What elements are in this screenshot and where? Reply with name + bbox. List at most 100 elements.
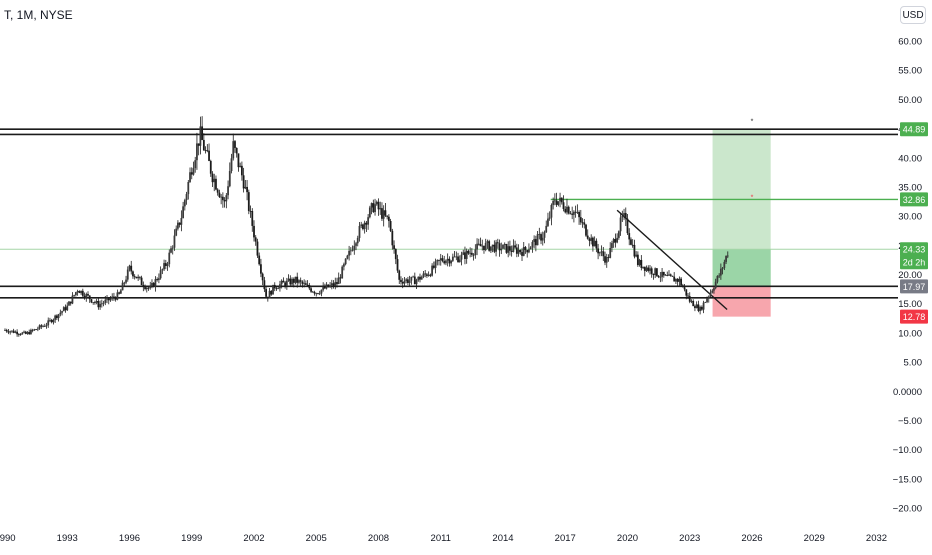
candle-up — [227, 186, 229, 196]
candle-down — [505, 243, 508, 253]
trendline[interactable] — [616, 209, 728, 311]
candle-down — [514, 245, 517, 248]
candle-up — [334, 282, 337, 286]
candle-down — [400, 279, 402, 282]
candle-down — [144, 287, 146, 290]
candle-up — [11, 330, 13, 332]
candle-up — [552, 200, 555, 205]
candle-down — [671, 275, 674, 277]
candle-down — [479, 244, 482, 247]
candle-up — [49, 319, 51, 321]
candle-up — [95, 300, 98, 303]
candle-down — [652, 273, 655, 275]
candle-up — [163, 263, 165, 270]
candle-down — [560, 197, 563, 203]
y-tick-label: 50.00 — [898, 95, 922, 106]
candle-up — [280, 280, 283, 285]
candle-up — [106, 297, 108, 300]
candle-down — [562, 202, 565, 209]
candle-up — [73, 294, 76, 296]
candle-down — [242, 175, 245, 189]
candle-down — [132, 271, 134, 277]
candle-up — [173, 235, 176, 248]
candle-down — [247, 192, 250, 211]
candle-down — [265, 289, 268, 297]
candle-up — [102, 302, 105, 304]
candle-up — [33, 329, 36, 331]
candle-down — [564, 208, 567, 213]
candle-down — [657, 275, 660, 278]
candle-down — [510, 250, 513, 252]
candle-down — [50, 319, 53, 323]
candle-up — [183, 200, 186, 207]
candle-up — [230, 158, 233, 172]
candle-up — [654, 268, 657, 275]
candle-down — [643, 266, 646, 271]
candle-up — [341, 266, 344, 279]
candle-down — [332, 283, 335, 286]
candle-down — [401, 281, 404, 284]
x-tick-label: 2026 — [741, 533, 762, 544]
candle-down — [296, 276, 299, 283]
candle-up — [711, 290, 714, 293]
candle-up — [723, 261, 726, 268]
symbol-title: T, 1M, NYSE — [4, 8, 73, 22]
candle-up — [403, 281, 406, 284]
candle-down — [457, 256, 459, 263]
candle-up — [368, 207, 371, 218]
candle-up — [54, 315, 57, 320]
candle-up — [337, 277, 340, 285]
candle-down — [317, 293, 319, 294]
candle-down — [631, 244, 634, 246]
candle-down — [391, 230, 394, 246]
candle-up — [375, 201, 378, 205]
currency-button[interactable]: USD — [900, 6, 926, 24]
candle-down — [688, 296, 691, 302]
candle-up — [611, 243, 613, 248]
candle-down — [81, 290, 84, 296]
candle-down — [581, 222, 584, 224]
candle-up — [66, 305, 69, 311]
candle-down — [387, 216, 390, 221]
candle-down — [419, 276, 421, 280]
candle-down — [555, 200, 558, 205]
candle-up — [474, 249, 477, 256]
candle-up — [481, 245, 484, 247]
candle-up — [23, 331, 25, 333]
candle-down — [574, 211, 577, 213]
candle-up — [175, 228, 178, 236]
candle-down — [133, 276, 136, 278]
candle-up — [346, 255, 349, 259]
candle-up — [379, 208, 382, 210]
candle-down — [323, 286, 326, 289]
candle-down — [201, 126, 204, 140]
candle-up — [21, 332, 24, 335]
candle-down — [327, 284, 330, 288]
candle-up — [616, 237, 619, 243]
candle-up — [168, 252, 171, 265]
candle-down — [583, 222, 586, 225]
candle-up — [503, 243, 506, 245]
candle-down — [448, 258, 451, 264]
candle-down — [394, 249, 397, 260]
price-badge-label: 2d 2h — [903, 258, 926, 268]
candle-down — [215, 178, 217, 190]
candle-up — [538, 234, 541, 235]
candle-down — [655, 268, 658, 276]
candle-down — [519, 249, 522, 253]
candle-down — [197, 143, 200, 146]
candle-up — [80, 290, 82, 294]
candle-up — [161, 269, 164, 271]
candle-down — [142, 285, 145, 288]
candle-down — [524, 247, 527, 251]
candle-down — [685, 289, 688, 296]
candle-up — [187, 182, 190, 195]
candle-up — [645, 267, 648, 271]
candle-up — [550, 204, 553, 218]
candle-up — [719, 268, 722, 276]
candle-down — [83, 295, 86, 298]
candle-down — [138, 276, 141, 278]
candle-down — [43, 326, 46, 327]
candle-up — [642, 266, 644, 268]
